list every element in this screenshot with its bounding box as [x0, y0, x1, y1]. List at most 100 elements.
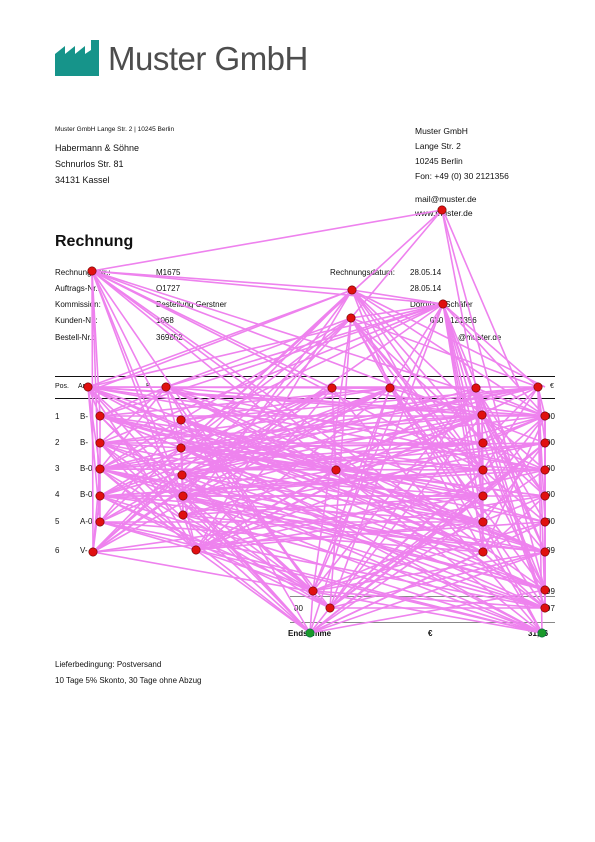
overlay-edge	[329, 303, 444, 609]
overlay-edge	[91, 270, 546, 444]
overlay-edge	[99, 468, 311, 634]
overlay-edge	[180, 386, 539, 449]
overlay-edge	[87, 386, 546, 591]
overlay-edge	[99, 442, 484, 470]
document-title: Rechnung	[55, 233, 134, 250]
overlay-edge	[195, 289, 353, 551]
overlay-edge	[180, 387, 333, 449]
overlay-edge	[99, 387, 477, 497]
company-line: Lange Str. 2	[415, 141, 461, 151]
overlay-edge	[195, 415, 546, 551]
overlay-edge	[537, 386, 546, 417]
overlay-edge	[92, 289, 353, 553]
overlay-edge	[99, 521, 484, 553]
overlay-edge	[312, 521, 546, 592]
overlay-edge	[442, 303, 484, 471]
overlay-edge	[87, 386, 484, 444]
overlay-edge	[165, 386, 337, 471]
overlay-edge	[180, 414, 483, 449]
overlay-edge	[182, 514, 314, 592]
overlay-edge	[99, 303, 444, 470]
overlay-edge	[87, 386, 314, 592]
overlay-edge	[99, 468, 546, 553]
overlay-edge	[181, 386, 539, 476]
overlay-edge	[99, 386, 167, 470]
email-link[interactable]: mail@muster.de	[415, 194, 477, 204]
overlay-edge	[195, 521, 484, 551]
row-pos: 3	[55, 464, 60, 473]
overlay-edge	[180, 447, 546, 609]
overlay-edge	[180, 419, 484, 553]
overlay-edge	[92, 551, 543, 634]
overlay-edge	[335, 414, 483, 471]
overlay-edge	[350, 317, 543, 634]
overlay-edge	[99, 386, 539, 470]
overlay-node	[478, 491, 488, 501]
overlay-edge	[165, 386, 546, 471]
overlay-edge	[87, 386, 337, 471]
overlay-edge	[99, 415, 484, 497]
overlay-edge	[481, 414, 484, 523]
overlay-edge	[99, 209, 443, 523]
overlay-edge	[165, 386, 484, 497]
meta-label: Auftrags-Nr.:	[55, 284, 100, 293]
total-currency: €	[428, 629, 433, 638]
overlay-edge	[481, 414, 484, 497]
overlay-edge	[87, 386, 101, 523]
overlay-edge	[195, 549, 543, 634]
overlay-edge	[195, 549, 311, 634]
overlay-node	[95, 517, 105, 527]
overlay-edge	[180, 419, 184, 497]
overlay-edge	[182, 514, 546, 609]
row-pos: 2	[55, 438, 60, 447]
overlay-edge	[99, 303, 444, 444]
overlay-edge	[91, 270, 333, 389]
tax-label: 00	[294, 604, 303, 613]
overlay-edge	[309, 521, 546, 634]
overlay-edge	[312, 303, 444, 592]
overlay-edge	[99, 468, 337, 471]
overlay-node	[478, 438, 488, 448]
table-header-article: Ar	[78, 383, 85, 390]
company-contact: mail@muster.de www.muster.de	[415, 192, 477, 220]
overlay-edge	[181, 474, 484, 497]
table-total-rule	[290, 622, 555, 623]
overlay-edge	[99, 442, 197, 551]
overlay-edge	[482, 469, 546, 523]
overlay-node	[477, 410, 487, 420]
total-label: Endsumme	[288, 629, 332, 638]
overlay-edge	[99, 468, 484, 553]
overlay-node	[161, 382, 171, 392]
recipient-address: Habermann & Söhne Schnurlos Str. 81 3413…	[55, 140, 139, 188]
overlay-edge	[99, 415, 546, 553]
overlay-edge	[165, 386, 484, 553]
overlay-edge	[92, 495, 101, 553]
overlay-edge	[481, 414, 546, 523]
overlay-edge	[180, 289, 353, 449]
overlay-edge	[331, 387, 337, 471]
overlay-edge	[351, 289, 484, 444]
overlay-node	[385, 383, 395, 393]
overlay-edge	[91, 270, 314, 592]
overlay-edge	[475, 387, 546, 609]
overlay-edge	[389, 387, 546, 591]
overlay-edge	[99, 442, 331, 609]
overlay-edge	[182, 469, 484, 497]
overlay-edge	[99, 419, 182, 470]
overlay-edge	[309, 414, 483, 634]
overlay-edge	[329, 415, 546, 609]
table-header-currency: €	[550, 383, 554, 390]
overlay-edge	[92, 303, 444, 553]
overlay-edge	[182, 387, 391, 497]
row-amount: 00	[546, 517, 555, 526]
overlay-edge	[165, 303, 444, 388]
company-info: Muster GmbH Lange Str. 2 10245 Berlin Fo…	[415, 124, 509, 184]
row-article: A-0	[80, 517, 93, 526]
overlay-edge	[309, 495, 484, 634]
meta-label: Rechnungsdatum:	[330, 268, 395, 277]
web-link[interactable]: www.muster.de	[415, 208, 473, 218]
overlay-edge	[99, 387, 391, 523]
overlay-edge	[99, 387, 333, 497]
overlay-edge	[309, 442, 546, 634]
overlay-edge	[335, 469, 546, 497]
